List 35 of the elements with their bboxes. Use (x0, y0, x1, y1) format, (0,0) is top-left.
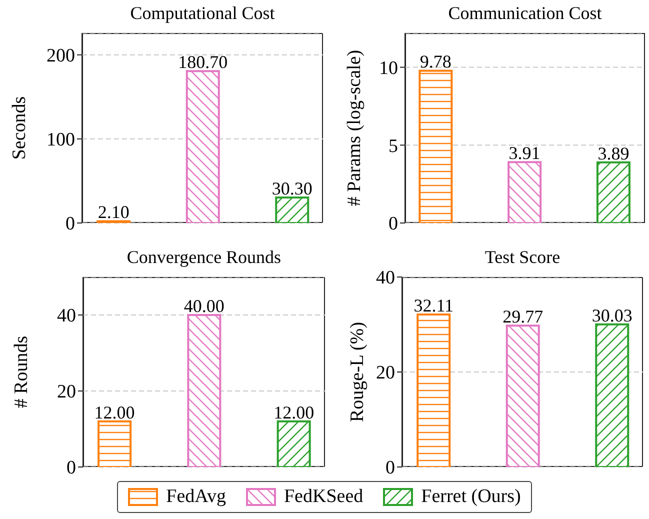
y-axis-title: Seconds (9, 96, 31, 160)
chart-title: Test Score (484, 247, 562, 268)
chart-title: Communication Cost (447, 3, 603, 24)
data-label: 3.91 (508, 143, 540, 164)
data-label: 12.00 (274, 402, 314, 422)
y-tick-label: 10 (379, 58, 398, 80)
data-label: 32.11 (414, 295, 454, 316)
data-label: 2.10 (98, 202, 130, 222)
y-tick-label: 0 (66, 458, 76, 479)
y-tick-label: 0 (388, 214, 398, 235)
data-label: 29.77 (502, 306, 544, 327)
data-label: 9.78 (420, 52, 452, 72)
y-axis-title: # Rounds (11, 336, 33, 408)
y-tick-label: 40 (376, 268, 395, 289)
y-tick-label: 20 (57, 382, 76, 403)
chart-title: Computational Cost (129, 3, 276, 24)
data-label: 3.89 (598, 143, 630, 164)
legend-label: Ferret (Ours) (421, 486, 521, 508)
y-tick-label: 5 (388, 136, 398, 157)
data-label: 30.30 (272, 178, 312, 199)
chart-title: Convergence Rounds (126, 247, 282, 268)
data-label: 40.00 (184, 296, 224, 316)
y-tick-label: 20 (376, 362, 395, 384)
y-tick-label: 0 (66, 214, 75, 235)
data-label: 30.03 (592, 305, 632, 326)
data-label: 180.70 (178, 52, 228, 72)
y-tick-label: 0 (386, 458, 395, 479)
y-axis-title: # Params (log-scale) (344, 50, 366, 206)
y-axis-title: Rouge-L (%) (347, 322, 369, 422)
data-label: 12.00 (94, 402, 135, 422)
y-tick-label: 40 (57, 306, 76, 327)
legend-label: FedAvg (166, 486, 226, 508)
y-tick-label: 200 (46, 46, 75, 67)
y-tick-label: 100 (46, 130, 75, 151)
legend-label: FedKSeed (284, 486, 364, 508)
